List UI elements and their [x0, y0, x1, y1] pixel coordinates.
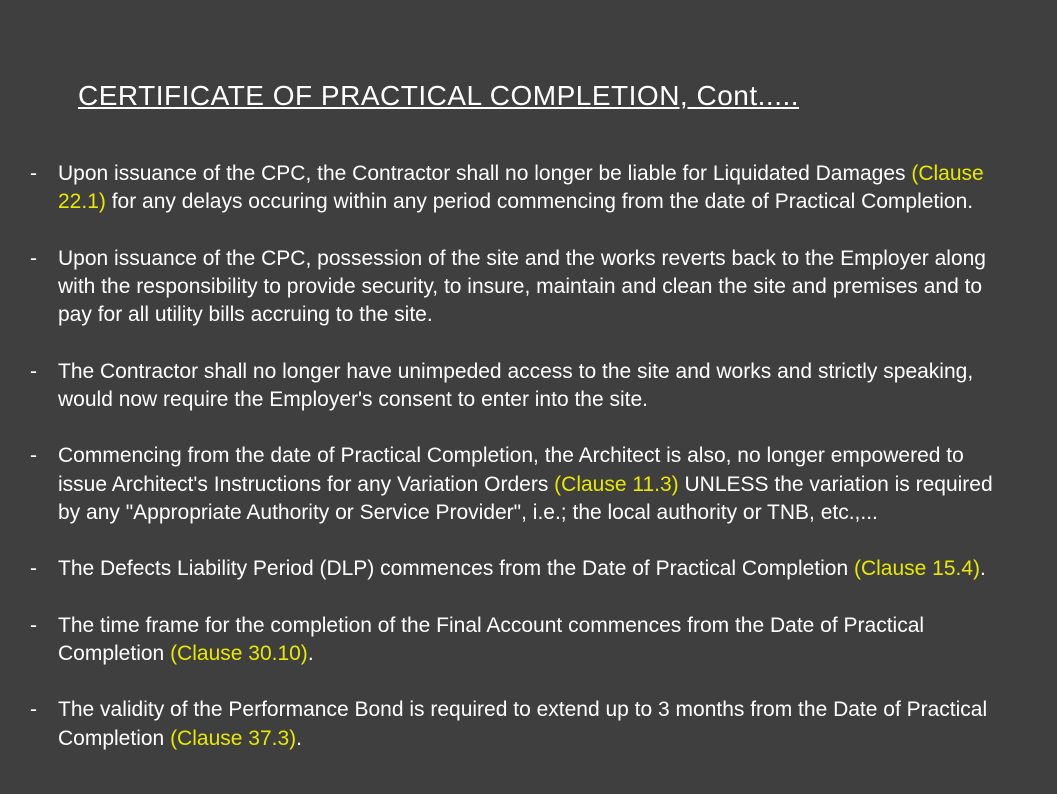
bullet-dash: - — [30, 442, 58, 527]
bullet-content: The Defects Liability Period (DLP) comme… — [58, 555, 1027, 583]
bullet-dash: - — [30, 245, 58, 330]
bullet-dash: - — [30, 160, 58, 217]
bullet-dash: - — [30, 358, 58, 415]
bullet-text-pre: The Contractor shall no longer have unim… — [58, 360, 973, 411]
bullet-text-post: . — [980, 557, 986, 580]
list-item: - The validity of the Performance Bond i… — [30, 696, 1027, 753]
list-item: - The Contractor shall no longer have un… — [30, 358, 1027, 415]
bullet-content: Upon issuance of the CPC, the Contractor… — [58, 160, 1027, 217]
bullet-content: The validity of the Performance Bond is … — [58, 696, 1027, 753]
clause-ref: (Clause 37.3) — [170, 727, 296, 750]
list-item: - Upon issuance of the CPC, possession o… — [30, 245, 1027, 330]
clause-ref: (Clause 11.3) — [554, 473, 679, 496]
bullet-content: Commencing from the date of Practical Co… — [58, 442, 1027, 527]
clause-ref: (Clause 30.10) — [170, 642, 308, 665]
bullet-text-pre: Upon issuance of the CPC, the Contractor… — [58, 162, 911, 185]
bullet-content: The time frame for the completion of the… — [58, 612, 1027, 669]
list-item: - Commencing from the date of Practical … — [30, 442, 1027, 527]
list-item: - The Defects Liability Period (DLP) com… — [30, 555, 1027, 583]
bullet-dash: - — [30, 696, 58, 753]
bullet-content: The Contractor shall no longer have unim… — [58, 358, 1027, 415]
bullet-dash: - — [30, 612, 58, 669]
bullet-list: - Upon issuance of the CPC, the Contract… — [30, 160, 1027, 753]
bullet-dash: - — [30, 555, 58, 583]
bullet-content: Upon issuance of the CPC, possession of … — [58, 245, 1027, 330]
bullet-text-pre: The Defects Liability Period (DLP) comme… — [58, 557, 854, 580]
clause-ref: (Clause 15.4) — [854, 557, 980, 580]
slide-title: CERTIFICATE OF PRACTICAL COMPLETION, Con… — [78, 80, 1027, 112]
bullet-text-post: . — [296, 727, 302, 750]
bullet-text-post: for any delays occuring within any perio… — [106, 190, 973, 213]
list-item: - Upon issuance of the CPC, the Contract… — [30, 160, 1027, 217]
list-item: - The time frame for the completion of t… — [30, 612, 1027, 669]
bullet-text-pre: Upon issuance of the CPC, possession of … — [58, 247, 986, 327]
bullet-text-post: . — [308, 642, 314, 665]
